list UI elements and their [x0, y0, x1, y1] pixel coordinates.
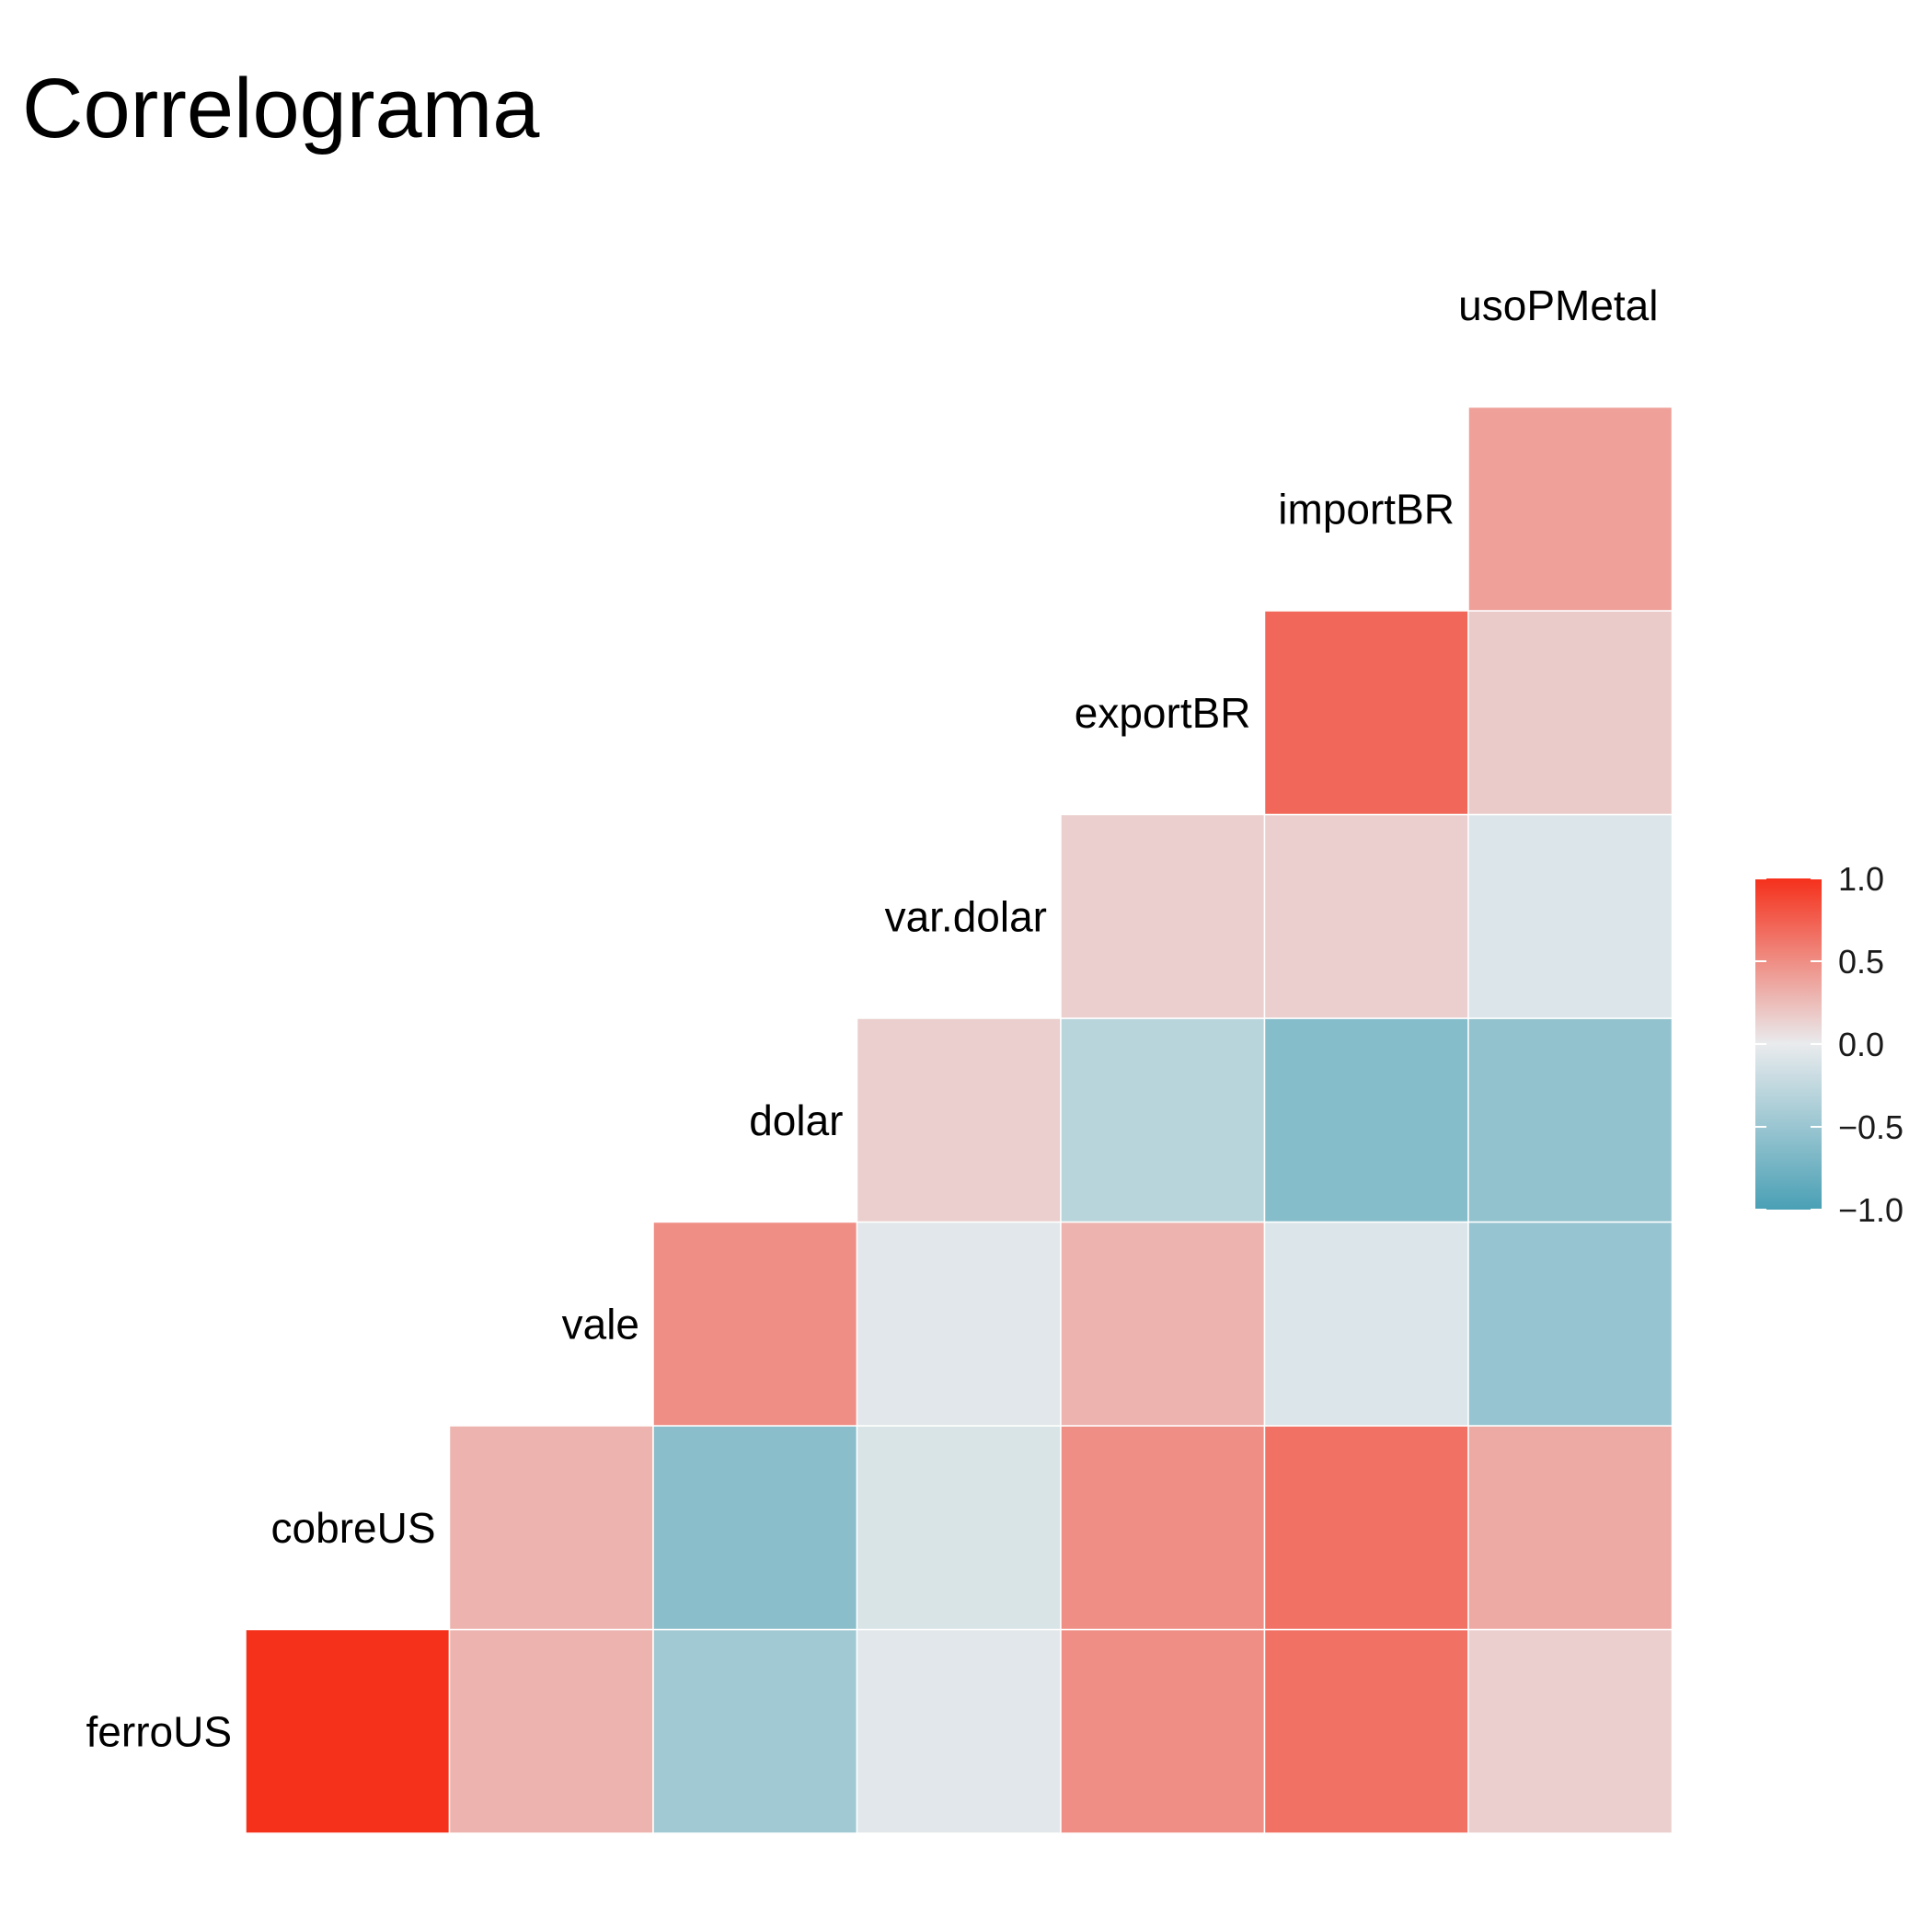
heatmap-cell-dolar-exportBR	[1060, 1017, 1266, 1223]
heatmap-cell-dolar-importBR	[1263, 1017, 1469, 1223]
heatmap-cell-var.dolar-usoPMetal	[1467, 813, 1673, 1019]
variable-label-exportBR: exportBR	[1075, 689, 1251, 737]
legend-tick-label: 0.5	[1838, 943, 1884, 981]
variable-label-var-dolar: var.dolar	[885, 892, 1047, 940]
heatmap-cell-importBR-usoPMetal	[1467, 406, 1673, 612]
variable-labels: ferroUS cobreUS vale dolar var.dolar exportBR…	[86, 281, 1659, 1756]
heatmap-cell-ferroUS-var.dolar	[856, 1628, 1062, 1834]
heatmap-cell-vale-usoPMetal	[1467, 1221, 1673, 1427]
variable-label-vale: vale	[562, 1300, 639, 1348]
heatmap-cell-exportBR-importBR	[1263, 610, 1469, 816]
heatmap-cell-vale-var.dolar	[856, 1221, 1062, 1427]
heatmap-cell-ferroUS-importBR	[1263, 1628, 1469, 1834]
heatmap-cell-ferroUS-cobreUS	[245, 1628, 451, 1834]
heatmap-cell-cobreUS-vale	[448, 1425, 654, 1631]
heatmap-cells	[245, 406, 1673, 1834]
heatmap-cell-cobreUS-dolar	[652, 1425, 858, 1631]
heatmap-cell-dolar-usoPMetal	[1467, 1017, 1673, 1223]
color-legend: 1.0 0.5 0.0 −0.5 −1.0	[1755, 860, 1903, 1229]
heatmap-cell-var.dolar-exportBR	[1060, 813, 1266, 1019]
chart-title: Correlograma	[22, 62, 540, 155]
legend-tick-label: 1.0	[1838, 860, 1884, 898]
heatmap-cell-cobreUS-importBR	[1263, 1425, 1469, 1631]
variable-label-cobreUS: cobreUS	[271, 1504, 436, 1552]
heatmap-cell-cobreUS-exportBR	[1060, 1425, 1266, 1631]
variable-label-usoPMetal: usoPMetal	[1458, 281, 1658, 329]
heatmap-cell-ferroUS-dolar	[652, 1628, 858, 1834]
legend-tick-label: −0.5	[1838, 1108, 1903, 1146]
legend-tick-label: 0.0	[1838, 1026, 1884, 1063]
heatmap-cell-exportBR-usoPMetal	[1467, 610, 1673, 816]
heatmap-cell-vale-importBR	[1263, 1221, 1469, 1427]
heatmap-cell-var.dolar-importBR	[1263, 813, 1469, 1019]
heatmap-cell-vale-dolar	[652, 1221, 858, 1427]
variable-label-ferroUS: ferroUS	[86, 1707, 232, 1755]
heatmap-cell-vale-exportBR	[1060, 1221, 1266, 1427]
heatmap-cell-dolar-var.dolar	[856, 1017, 1062, 1223]
heatmap-cell-ferroUS-usoPMetal	[1467, 1628, 1673, 1834]
heatmap-cell-ferroUS-vale	[448, 1628, 654, 1834]
heatmap-cell-ferroUS-exportBR	[1060, 1628, 1266, 1834]
heatmap-cell-cobreUS-usoPMetal	[1467, 1425, 1673, 1631]
heatmap-cell-cobreUS-var.dolar	[856, 1425, 1062, 1631]
variable-label-dolar: dolar	[749, 1096, 843, 1144]
variable-label-importBR: importBR	[1278, 485, 1455, 533]
legend-tick-label: −1.0	[1838, 1191, 1903, 1229]
